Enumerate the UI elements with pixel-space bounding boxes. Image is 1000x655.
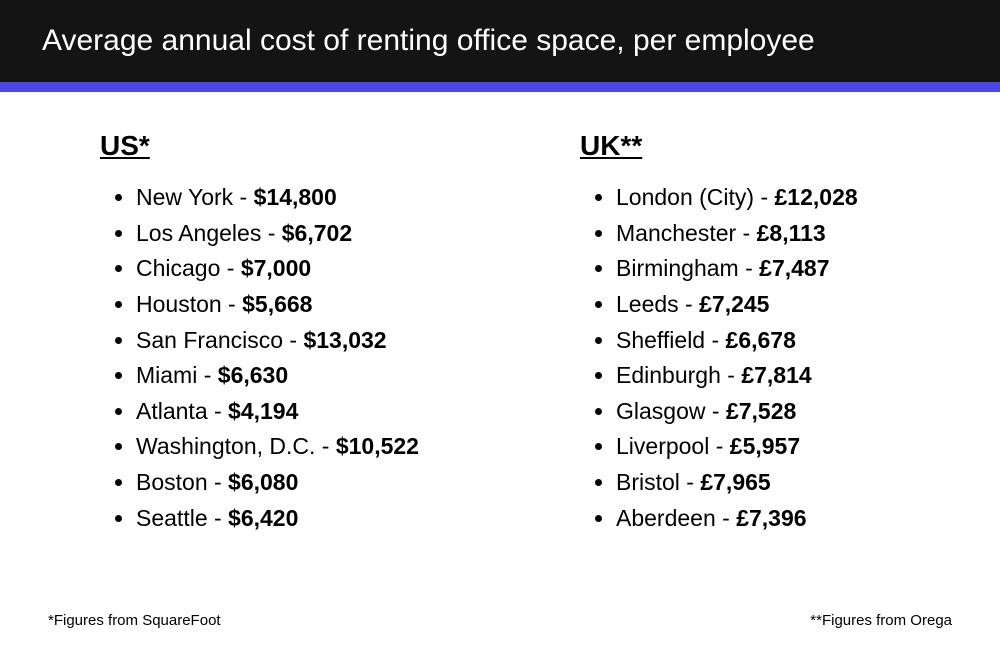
cost-value: £7,245 (699, 291, 769, 317)
cost-value: $4,194 (228, 398, 298, 424)
footnote-left: *Figures from SquareFoot (48, 612, 221, 629)
cost-value: $6,702 (282, 220, 352, 246)
accent-bar (0, 82, 1000, 92)
list-item: Chicago - $7,000 (136, 251, 520, 287)
list-item: Washington, D.C. - $10,522 (136, 429, 520, 465)
cost-value: £7,965 (700, 469, 770, 495)
column-uk: UK** London (City) - £12,028Manchester -… (520, 130, 1000, 536)
cost-value: $6,420 (228, 505, 298, 531)
city-label: Los Angeles - (136, 220, 282, 246)
cost-value: $5,668 (242, 291, 312, 317)
city-label: Manchester - (616, 220, 757, 246)
list-item: Sheffield - £6,678 (616, 323, 1000, 359)
city-label: Birmingham - (616, 255, 759, 281)
city-label: Miami - (136, 362, 218, 388)
list-item: Glasgow - £7,528 (616, 394, 1000, 430)
city-label: Washington, D.C. - (136, 433, 336, 459)
list-item: Miami - $6,630 (136, 358, 520, 394)
list-item: Liverpool - £5,957 (616, 429, 1000, 465)
cost-value: £7,396 (736, 505, 806, 531)
list-item: Boston - $6,080 (136, 465, 520, 501)
list-item: Houston - $5,668 (136, 287, 520, 323)
list-item: New York - $14,800 (136, 180, 520, 216)
footnote-right: **Figures from Orega (810, 612, 952, 629)
cost-value: $6,080 (228, 469, 298, 495)
list-item: Manchester - £8,113 (616, 216, 1000, 252)
list-item: Edinburgh - £7,814 (616, 358, 1000, 394)
column-heading-uk: UK** (580, 130, 1000, 162)
cost-value: £5,957 (730, 433, 800, 459)
city-label: Edinburgh - (616, 362, 741, 388)
cost-value: £12,028 (775, 184, 858, 210)
cost-value: $6,630 (218, 362, 288, 388)
cost-value: £8,113 (757, 220, 826, 246)
cost-value: $14,800 (254, 184, 337, 210)
cost-value: £6,678 (726, 327, 796, 353)
cost-value: £7,487 (759, 255, 829, 281)
cost-value: $13,032 (303, 327, 386, 353)
list-item: Seattle - $6,420 (136, 501, 520, 537)
content-area: US* New York - $14,800Los Angeles - $6,7… (0, 92, 1000, 536)
list-item: Atlanta - $4,194 (136, 394, 520, 430)
cost-value: £7,814 (741, 362, 811, 388)
list-item: Los Angeles - $6,702 (136, 216, 520, 252)
footnotes: *Figures from SquareFoot **Figures from … (0, 612, 1000, 629)
city-label: Aberdeen - (616, 505, 736, 531)
city-label: Leeds - (616, 291, 699, 317)
list-item: Bristol - £7,965 (616, 465, 1000, 501)
city-label: London (City) - (616, 184, 775, 210)
column-us: US* New York - $14,800Los Angeles - $6,7… (0, 130, 520, 536)
cost-value: $7,000 (241, 255, 311, 281)
list-item: London (City) - £12,028 (616, 180, 1000, 216)
city-label: Atlanta - (136, 398, 228, 424)
list-item: San Francisco - $13,032 (136, 323, 520, 359)
cost-value: $10,522 (336, 433, 419, 459)
list-item: Birmingham - £7,487 (616, 251, 1000, 287)
city-label: Liverpool - (616, 433, 730, 459)
city-label: New York - (136, 184, 254, 210)
page-title: Average annual cost of renting office sp… (0, 0, 1000, 82)
cost-value: £7,528 (726, 398, 796, 424)
city-label: Chicago - (136, 255, 241, 281)
city-label: Houston - (136, 291, 242, 317)
list-item: Leeds - £7,245 (616, 287, 1000, 323)
us-list: New York - $14,800Los Angeles - $6,702Ch… (100, 180, 520, 536)
city-label: San Francisco - (136, 327, 303, 353)
list-item: Aberdeen - £7,396 (616, 501, 1000, 537)
city-label: Bristol - (616, 469, 700, 495)
city-label: Glasgow - (616, 398, 726, 424)
city-label: Seattle - (136, 505, 228, 531)
city-label: Boston - (136, 469, 228, 495)
city-label: Sheffield - (616, 327, 726, 353)
uk-list: London (City) - £12,028Manchester - £8,1… (580, 180, 1000, 536)
column-heading-us: US* (100, 130, 520, 162)
